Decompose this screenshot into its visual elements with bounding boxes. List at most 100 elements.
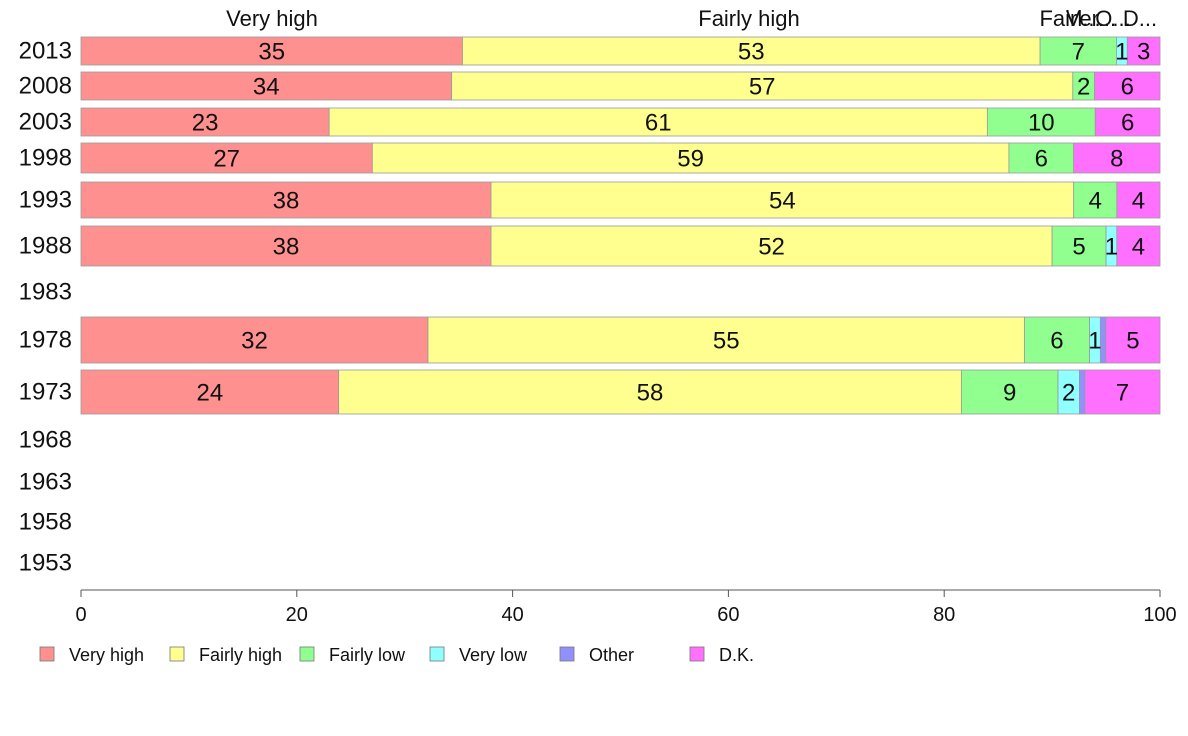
year-label-1983: 1983 xyxy=(19,279,72,306)
bar-label-2008-d-k-: 6 xyxy=(1121,74,1134,101)
legend-swatch-4 xyxy=(559,646,575,662)
legend-label-3: Very low xyxy=(459,645,528,665)
bar-1973-other xyxy=(1079,369,1086,415)
year-label-1998: 1998 xyxy=(19,145,72,172)
legend-label-2: Fairly low xyxy=(329,645,406,665)
column-headers: Very high Fairly high Fairl...Ver...O...D.… xyxy=(226,6,1157,31)
bar-1998-d-k- xyxy=(1073,142,1161,174)
bar-1973-d-k- xyxy=(1084,369,1161,415)
bar-label-1973-fairly-low: 9 xyxy=(1003,380,1016,407)
bar-label-2013-fairly-high: 53 xyxy=(738,39,765,66)
legend-label-0: Very high xyxy=(69,645,144,665)
bar-label-2003-d-k-: 6 xyxy=(1121,110,1134,137)
year-label-1963: 1963 xyxy=(19,469,72,496)
bar-label-2008-very-high: 34 xyxy=(253,74,280,101)
bar-label-1978-fairly-low: 6 xyxy=(1050,328,1063,355)
column-header-3: Ver... xyxy=(1066,6,1116,31)
bar-label-1988-fairly-high: 52 xyxy=(758,234,785,261)
bar-1978-fairly-low xyxy=(1024,316,1090,364)
bar-1993-very-high xyxy=(80,181,492,219)
year-label-1978: 1978 xyxy=(19,327,72,354)
bar-label-2013-very-high: 35 xyxy=(258,39,285,66)
bar-label-2008-fairly-low: 2 xyxy=(1077,74,1090,101)
bar-1988-very-high xyxy=(80,225,492,267)
x-tick-label-0: 0 xyxy=(75,604,86,626)
bar-1988-d-k- xyxy=(1116,225,1161,267)
bar-label-2003-very-high: 23 xyxy=(192,110,219,137)
bar-label-1988-very-low: 1 xyxy=(1105,234,1118,261)
bar-label-1973-very-low: 2 xyxy=(1062,380,1075,407)
x-tick-label-80: 80 xyxy=(933,604,955,626)
bar-2003-d-k- xyxy=(1094,107,1161,137)
bar-label-2008-fairly-high: 57 xyxy=(749,74,776,101)
bar-label-2013-very-low: 1 xyxy=(1115,39,1128,66)
bar-label-1993-fairly-high: 54 xyxy=(769,188,796,215)
year-label-2003: 2003 xyxy=(19,109,72,136)
year-labels: 2013 2008 2003 1998 1993 1988 1983 1978 1973 1968… xyxy=(19,38,72,577)
bar-label-1998-fairly-high: 59 xyxy=(677,146,704,173)
legend-swatch-3 xyxy=(429,646,445,662)
bar-1998-fairly-low xyxy=(1008,142,1075,174)
legend-label-1: Fairly high xyxy=(199,645,282,665)
bar-1998-fairly-high xyxy=(371,142,1010,174)
legend: Very high Fairly high Fairly low Very low Ot… xyxy=(39,645,754,665)
bar-label-1988-fairly-low: 5 xyxy=(1072,234,1085,261)
year-label-1953: 1953 xyxy=(19,550,72,577)
bar-2008-very-high xyxy=(80,71,452,101)
bar-2008-fairly-high xyxy=(451,71,1074,101)
bar-label-1993-fairly-low: 4 xyxy=(1089,188,1102,215)
x-axis: 0 20 40 60 80 100 xyxy=(75,589,1177,626)
bar-2013-fairly-high xyxy=(462,36,1041,66)
year-label-2013: 2013 xyxy=(19,38,72,65)
legend-swatch-5 xyxy=(689,646,705,662)
bar-label-1973-very-high: 24 xyxy=(196,380,223,407)
bar-label-1978-very-low: 1 xyxy=(1088,328,1101,355)
bars: 35 53 7 1 334 57 2 623 61 10 627 59 6 838 54 4 438 52 5 1 43… xyxy=(80,36,1161,415)
year-label-1973: 1973 xyxy=(19,379,72,406)
legend-label-5: D.K. xyxy=(719,645,754,665)
year-label-1968: 1968 xyxy=(19,427,72,454)
bar-label-1993-very-high: 38 xyxy=(273,188,300,215)
bar-label-1993-d-k-: 4 xyxy=(1132,188,1145,215)
bar-1973-very-high xyxy=(80,369,340,415)
bar-1978-fairly-high xyxy=(427,316,1025,364)
legend-swatch-0 xyxy=(39,646,55,662)
column-header-4: O... xyxy=(1095,6,1130,31)
bar-label-1973-fairly-high: 58 xyxy=(637,380,664,407)
bar-1988-fairly-high xyxy=(490,225,1053,267)
year-label-1993: 1993 xyxy=(19,187,72,214)
bar-label-1978-very-high: 32 xyxy=(241,328,268,355)
legend-swatch-2 xyxy=(299,646,315,662)
bar-label-1978-d-k-: 5 xyxy=(1126,328,1139,355)
x-tick-label-100: 100 xyxy=(1143,604,1176,626)
bar-label-1998-fairly-low: 6 xyxy=(1035,146,1048,173)
legend-label-4: Other xyxy=(589,645,634,665)
bar-1993-fairly-high xyxy=(490,181,1075,219)
x-tick-label-20: 20 xyxy=(286,604,308,626)
year-label-1958: 1958 xyxy=(19,509,72,536)
bar-1978-d-k- xyxy=(1105,316,1161,364)
year-label-1988: 1988 xyxy=(19,233,72,260)
bar-label-1988-d-k-: 4 xyxy=(1132,234,1145,261)
bar-2008-d-k- xyxy=(1094,71,1161,101)
year-label-2008: 2008 xyxy=(19,73,72,100)
bar-label-2013-d-k-: 3 xyxy=(1137,39,1150,66)
bar-1978-very-high xyxy=(80,316,429,364)
bar-1993-fairly-low xyxy=(1073,181,1118,219)
x-tick-label-40: 40 xyxy=(501,604,523,626)
bar-1988-fairly-low xyxy=(1051,225,1107,267)
bar-1993-d-k- xyxy=(1116,181,1161,219)
bar-2013-fairly-low xyxy=(1039,36,1117,66)
bar-label-2013-fairly-low: 7 xyxy=(1072,39,1085,66)
column-header-5: D... xyxy=(1123,6,1157,31)
legend-swatch-1 xyxy=(169,646,185,662)
bar-label-1973-d-k-: 7 xyxy=(1116,380,1129,407)
bar-2003-fairly-high xyxy=(328,107,988,137)
bar-label-1998-d-k-: 8 xyxy=(1110,146,1123,173)
bar-2013-d-k- xyxy=(1126,36,1161,66)
bar-label-2003-fairly-high: 61 xyxy=(645,110,672,137)
x-tick-label-60: 60 xyxy=(717,604,739,626)
column-header-1: Fairly high xyxy=(698,6,799,31)
bar-label-2003-fairly-low: 10 xyxy=(1028,110,1055,137)
column-header-2: Fairl... xyxy=(1039,6,1100,31)
